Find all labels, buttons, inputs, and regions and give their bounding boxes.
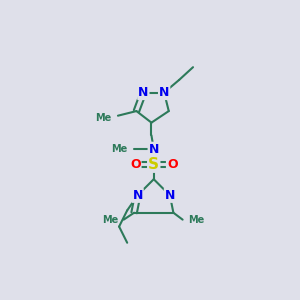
Text: O: O <box>130 158 141 171</box>
Text: N: N <box>148 143 159 156</box>
Text: Me: Me <box>95 113 111 123</box>
Text: O: O <box>167 158 178 171</box>
Text: Me: Me <box>111 144 127 154</box>
Text: Me: Me <box>188 214 205 225</box>
Text: N: N <box>138 86 148 99</box>
Text: Me: Me <box>102 214 118 225</box>
Text: N: N <box>165 189 175 202</box>
Text: N: N <box>159 86 169 99</box>
Text: S: S <box>148 157 159 172</box>
Text: N: N <box>132 189 143 202</box>
